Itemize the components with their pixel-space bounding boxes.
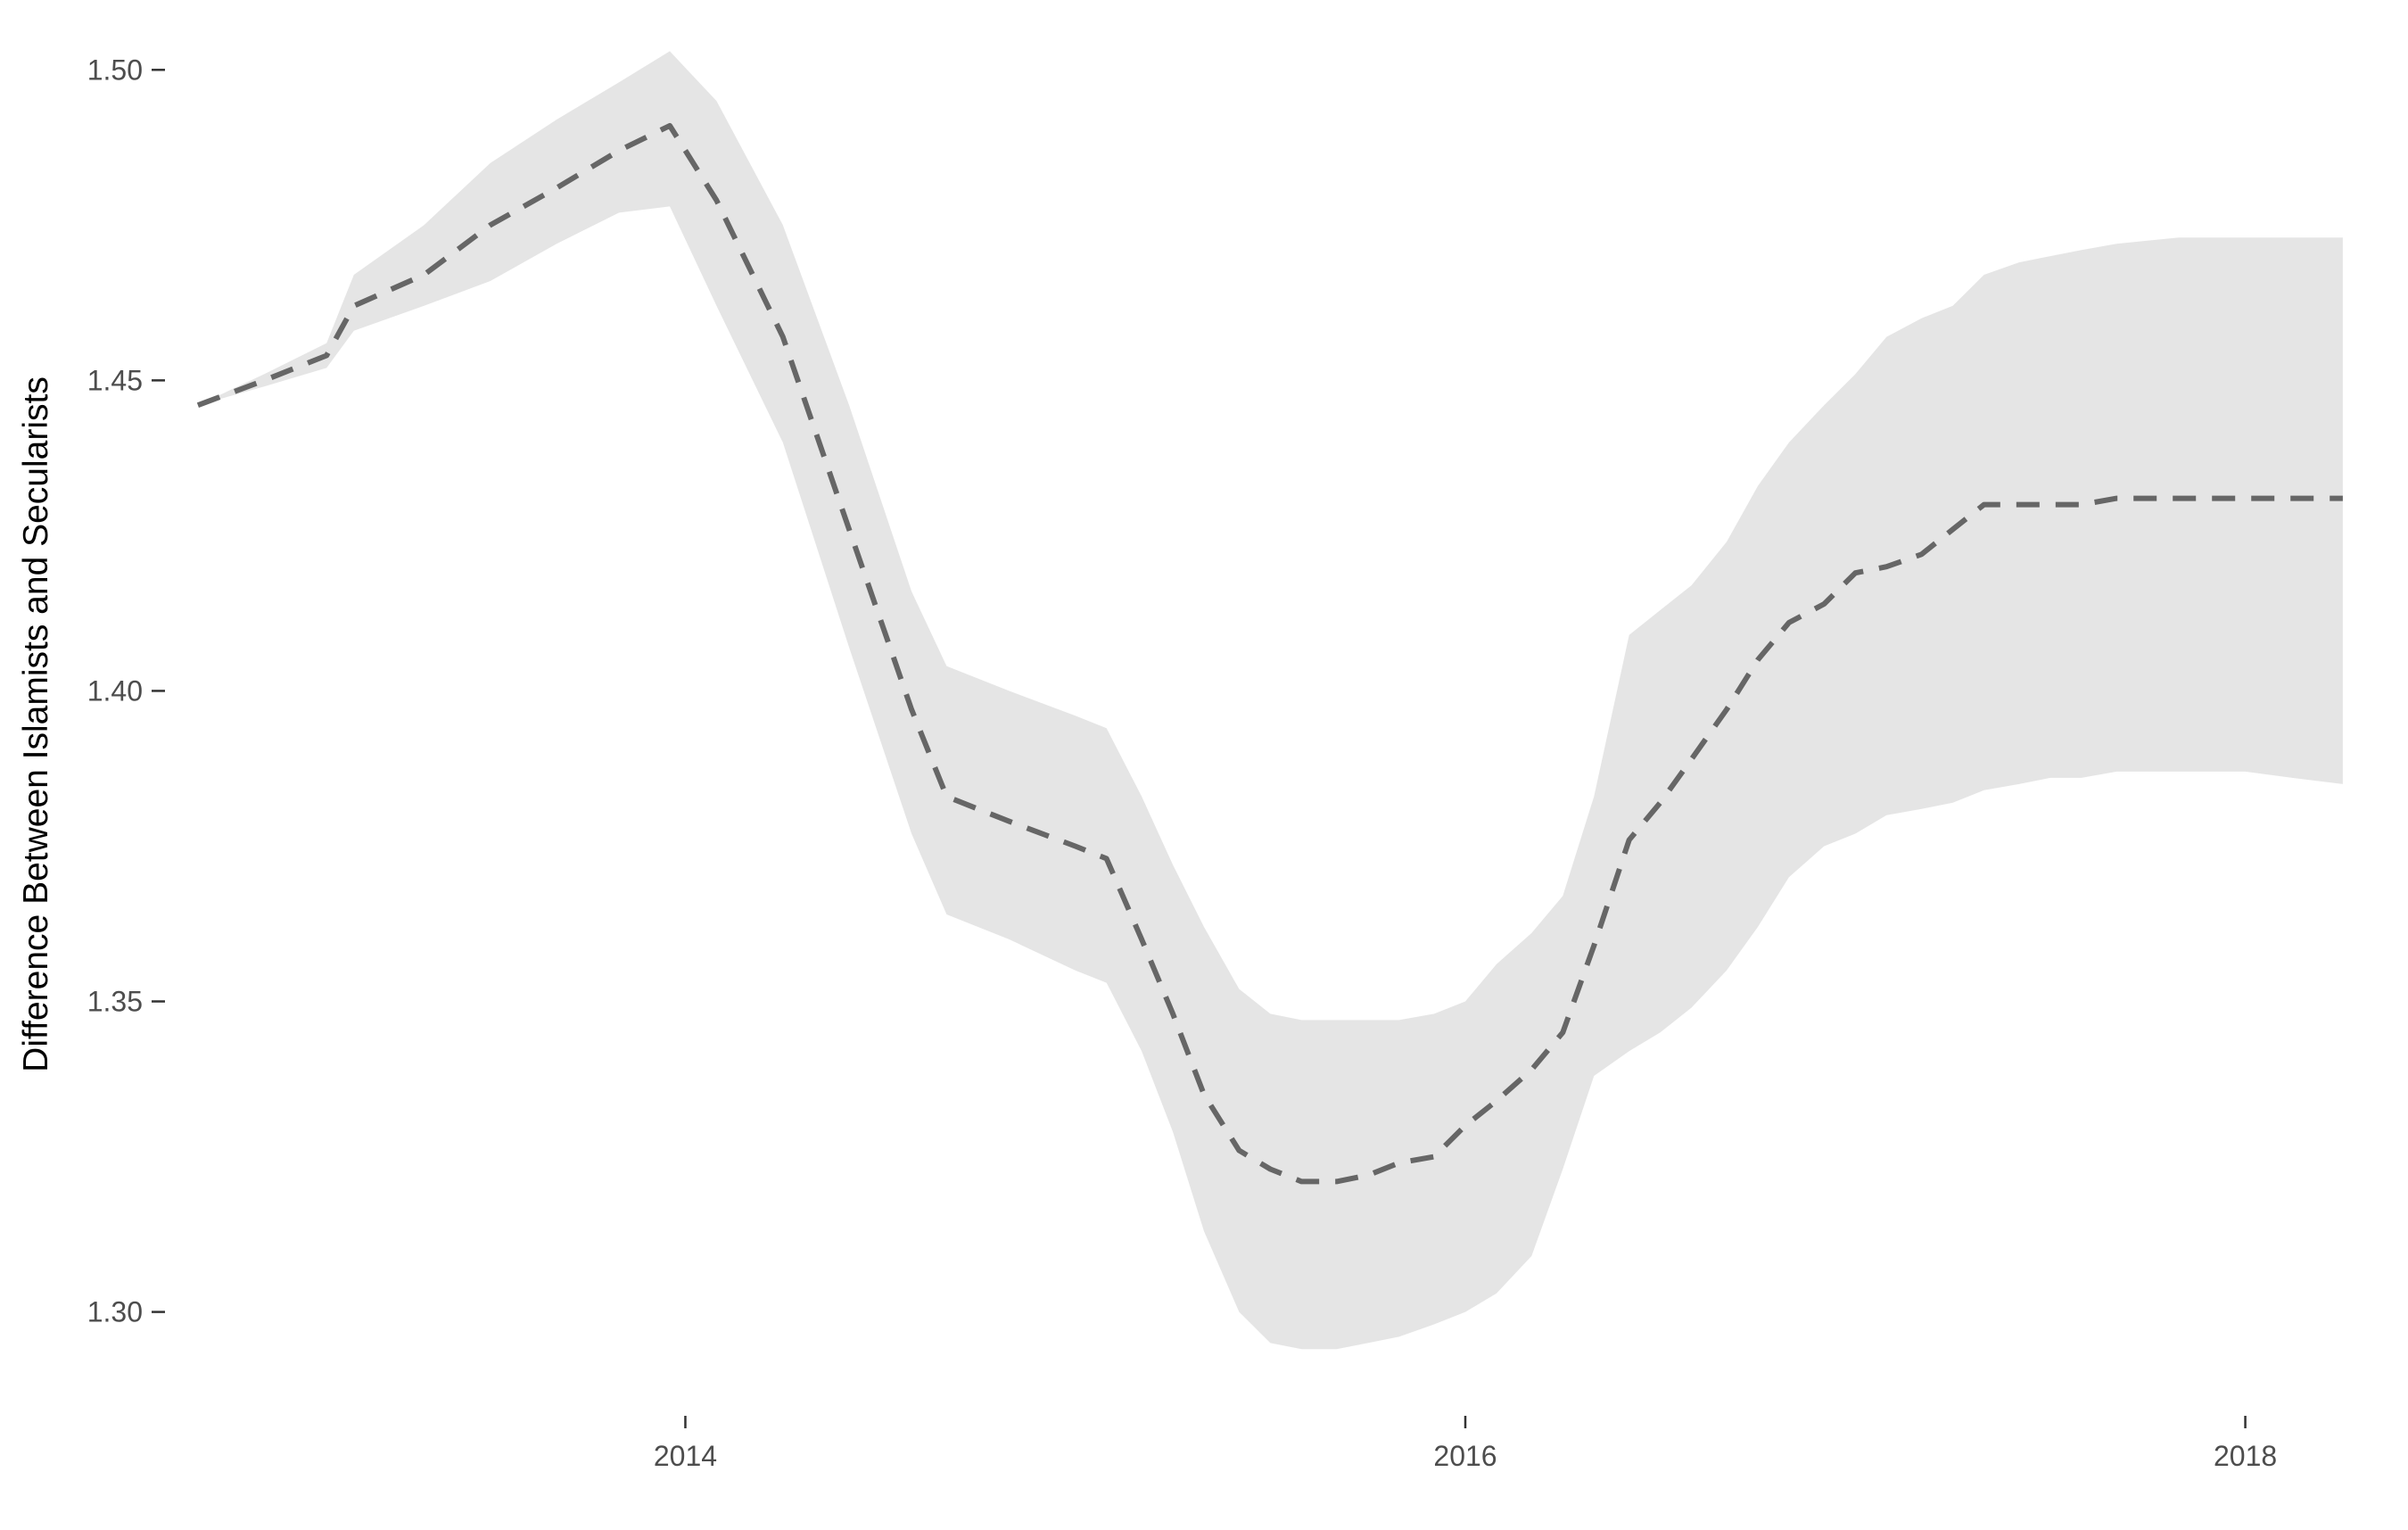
x-tick-label: 2016 — [1433, 1440, 1497, 1472]
x-tick-label: 2018 — [2214, 1440, 2277, 1472]
y-tick-label: 1.45 — [87, 364, 143, 396]
line-layer — [196, 122, 2343, 1185]
y-tick-label: 1.50 — [87, 54, 143, 86]
estimate-line — [196, 122, 2343, 1185]
confidence-ribbon — [197, 51, 2343, 1350]
y-axis: 1.30 1.35 1.40 1.45 1.50 — [87, 54, 165, 1328]
y-tick-label: 1.35 — [87, 986, 143, 1018]
y-tick-label: 1.30 — [87, 1296, 143, 1328]
ribbon-layer — [197, 51, 2343, 1350]
x-tick-label: 2014 — [654, 1440, 717, 1472]
y-axis-title: Difference Between Islamists and Secular… — [17, 376, 55, 1072]
y-tick-label: 1.40 — [87, 674, 143, 707]
x-axis: 2014 2016 2018 — [654, 1416, 2277, 1472]
